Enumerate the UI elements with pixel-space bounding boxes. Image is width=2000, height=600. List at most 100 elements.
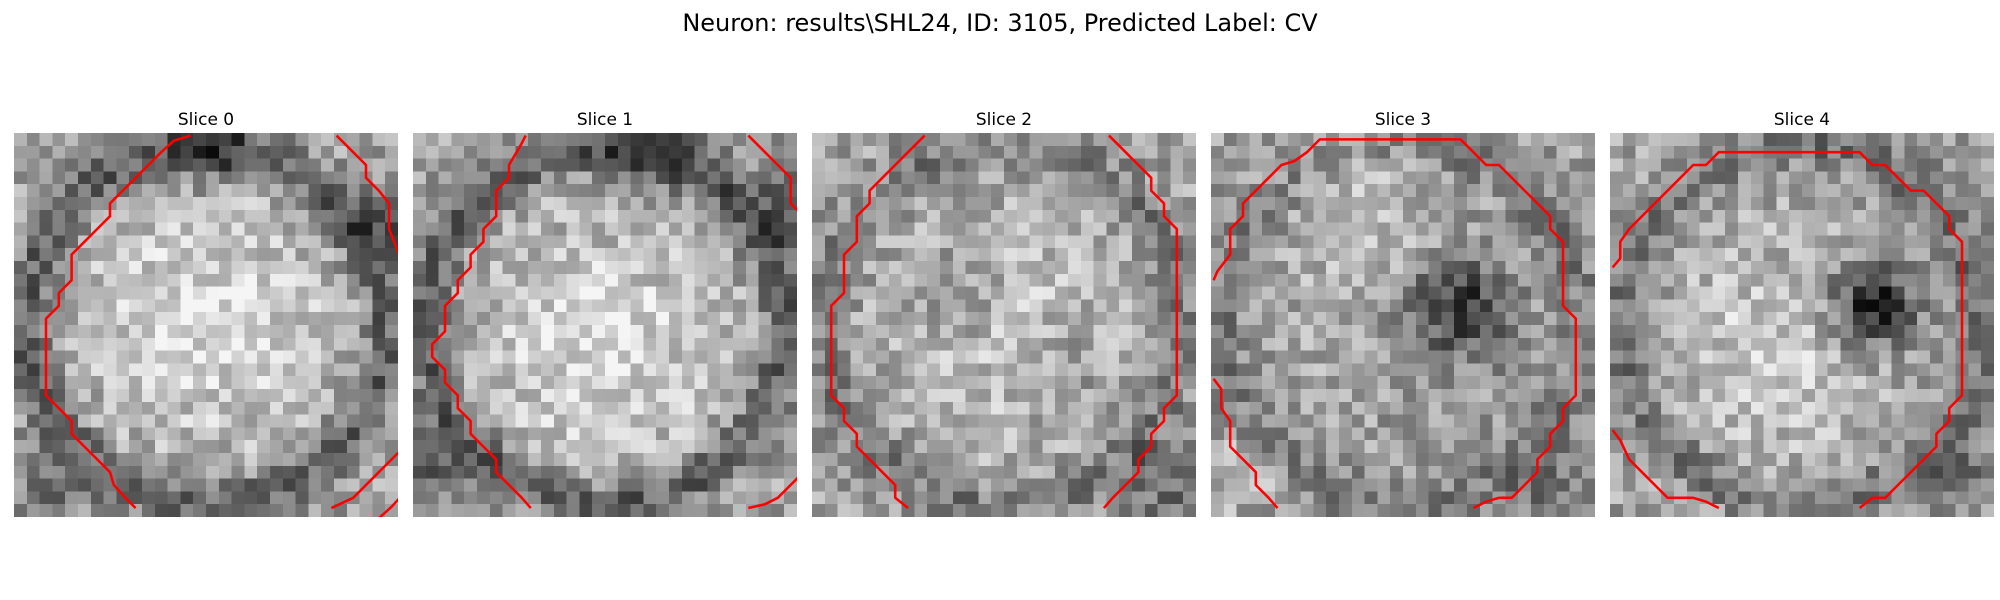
image-pixel [863, 248, 876, 261]
image-pixel [1211, 312, 1224, 325]
image-pixel [1789, 389, 1802, 402]
image-pixel [1891, 350, 1905, 364]
image-pixel [1569, 491, 1583, 505]
image-pixel [1132, 286, 1145, 300]
image-pixel [1802, 184, 1815, 197]
image-pixel [1223, 376, 1237, 389]
image-pixel [1556, 145, 1570, 159]
image-pixel [901, 273, 915, 287]
image-pixel [1904, 197, 1918, 210]
image-pixel [566, 299, 580, 313]
image-pixel [1236, 504, 1250, 517]
image-pixel [1223, 465, 1237, 479]
image-pixel [643, 363, 657, 377]
image-pixel [502, 389, 516, 402]
image-pixel [1917, 158, 1930, 172]
image-pixel [1326, 350, 1339, 364]
image-pixel [438, 273, 452, 287]
image-pixel [1686, 222, 1700, 236]
image-pixel [1157, 363, 1171, 377]
image-pixel [308, 337, 322, 351]
image-pixel [1776, 414, 1790, 428]
image-pixel [1814, 197, 1828, 210]
image-pixel [1287, 504, 1301, 517]
image-pixel [502, 145, 516, 159]
image-pixel [707, 504, 721, 517]
image-pixel [1789, 171, 1802, 185]
image-pixel [346, 465, 360, 479]
image-pixel [464, 337, 477, 351]
image-pixel [1968, 491, 1982, 505]
image-pixel [257, 235, 270, 249]
image-pixel [1351, 363, 1365, 377]
image-pixel [1339, 453, 1352, 466]
image-pixel [850, 145, 864, 159]
image-pixel [218, 504, 232, 517]
image-pixel [1326, 453, 1339, 466]
image-pixel [1249, 209, 1263, 223]
image-pixel [1016, 389, 1030, 402]
image-pixel [1351, 427, 1365, 441]
image-pixel [1981, 222, 1994, 236]
image-pixel [1699, 197, 1713, 210]
image-pixel [1364, 427, 1378, 441]
image-pixel [218, 248, 232, 261]
image-pixel [1377, 389, 1391, 402]
image-pixel [1479, 197, 1493, 210]
image-pixel [1211, 453, 1224, 466]
image-pixel [876, 389, 889, 402]
image-pixel [1622, 504, 1636, 517]
image-pixel [579, 325, 593, 338]
image-pixel [1428, 504, 1442, 517]
image-pixel [1132, 299, 1145, 313]
image-pixel [142, 325, 155, 338]
image-pixel [206, 133, 219, 146]
image-pixel [812, 427, 825, 441]
image-pixel [167, 414, 181, 428]
image-pixel [940, 133, 953, 146]
image-pixel [154, 197, 168, 210]
image-pixel [1403, 209, 1416, 223]
image-pixel [206, 184, 219, 197]
image-pixel [1016, 312, 1030, 325]
image-pixel [694, 133, 708, 146]
image-pixel [1853, 491, 1866, 505]
image-pixel [1712, 427, 1726, 441]
image-pixel [1106, 145, 1120, 159]
image-pixel [707, 299, 721, 313]
image-pixel [1725, 312, 1738, 325]
image-pixel [1840, 209, 1854, 223]
image-pixel [52, 376, 66, 389]
image-pixel [1454, 440, 1467, 453]
image-pixel [1569, 133, 1583, 146]
image-pixel [1275, 478, 1288, 492]
image-pixel [812, 184, 825, 197]
image-pixel [1454, 491, 1467, 505]
image-pixel [154, 273, 168, 287]
image-pixel [1904, 504, 1918, 517]
image-pixel [1853, 235, 1866, 249]
image-pixel [1789, 465, 1802, 479]
image-pixel [26, 133, 40, 146]
image-pixel [244, 440, 258, 453]
image-pixel [515, 427, 529, 441]
image-pixel [1505, 197, 1519, 210]
image-pixel [257, 273, 270, 287]
image-pixel [1262, 158, 1275, 172]
image-pixel [1119, 337, 1132, 351]
image-pixel [1042, 363, 1056, 377]
image-pixel [863, 427, 876, 441]
image-pixel [1364, 145, 1378, 159]
image-pixel [1068, 261, 1081, 274]
image-pixel [784, 235, 797, 249]
image-pixel [1364, 440, 1378, 453]
contour-line [430, 134, 532, 509]
image-pixel [812, 145, 825, 159]
image-pixel [39, 465, 53, 479]
image-pixel [270, 273, 283, 287]
image-pixel [1942, 363, 1956, 377]
image-pixel [270, 389, 283, 402]
image-pixel [321, 478, 334, 492]
image-pixel [1712, 414, 1726, 428]
image-pixel [1904, 158, 1918, 172]
